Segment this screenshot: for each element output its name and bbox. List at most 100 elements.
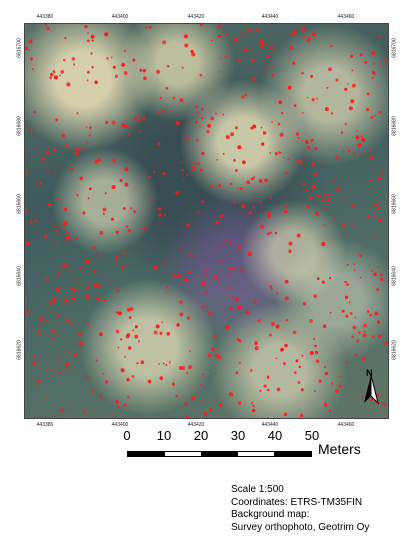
tree-marker [67,237,70,240]
tree-marker [229,241,233,245]
tree-marker [302,302,307,306]
tree-marker [257,319,261,323]
tree-marker [311,32,316,37]
tree-marker [54,224,57,228]
tree-marker [355,135,360,140]
tree-marker [119,179,123,182]
tree-marker [284,343,288,348]
background-label: Background map: [231,509,310,520]
tree-marker [127,133,131,136]
tree-marker [335,389,339,393]
tree-marker [60,408,64,413]
tree-marker [114,74,119,78]
tree-marker [340,131,344,134]
tree-marker [188,365,193,370]
tree-marker [36,379,41,384]
tree-marker [310,74,314,78]
y-tick-left-4: 6816640 [16,266,23,286]
tree-marker [163,260,167,264]
tree-marker [70,167,74,171]
tree-marker [321,280,325,284]
tree-marker [233,267,236,270]
tree-marker [115,260,118,263]
tree-marker [78,342,84,347]
tree-marker [63,207,68,212]
tree-marker [86,286,90,289]
tree-marker [363,323,367,328]
tree-marker [384,341,388,346]
tree-marker [266,64,269,67]
tree-marker [55,241,58,244]
tree-marker [57,197,60,200]
tree-marker [344,87,348,91]
tree-marker [373,202,378,207]
tree-marker [290,33,293,36]
tree-marker [350,54,354,58]
x-tick-top-2: 443400 [111,14,129,20]
tree-marker [246,180,251,185]
tree-marker [259,389,262,392]
tree-marker [197,211,200,214]
tree-marker [241,204,246,209]
tree-marker [92,269,96,273]
tree-marker [99,230,104,235]
y-tick-left-2: 6816680 [16,116,23,136]
tree-marker [52,70,56,74]
tree-marker [189,253,192,256]
tree-marker [306,39,310,43]
tree-marker [301,71,304,75]
tree-marker [184,43,189,48]
tree-marker [91,66,94,69]
tree-marker [362,357,366,361]
tree-marker [133,210,137,214]
tree-marker [155,324,160,329]
tree-marker [97,285,101,289]
tree-marker [195,120,198,124]
tree-marker [323,194,326,197]
tree-marker [183,34,188,39]
tree-marker [40,157,45,162]
tree-marker [150,198,153,201]
tree-marker [244,93,247,97]
tree-marker [254,341,258,345]
tree-marker [186,223,190,227]
tree-marker [196,139,199,142]
tree-marker [374,311,379,316]
tree-marker [136,362,139,365]
tree-marker [172,274,177,279]
tree-marker [210,39,213,42]
tree-marker [377,334,382,339]
tree-marker [46,150,50,154]
tree-marker [328,276,332,280]
scale-label-10: 10 [156,428,172,443]
tree-marker [56,272,60,275]
tree-marker [311,184,316,189]
tree-marker [255,28,259,32]
tree-marker [75,278,78,281]
tree-marker [373,235,376,238]
tree-marker [70,258,73,261]
tree-marker [50,329,54,333]
tree-marker [335,78,339,82]
tree-marker [222,113,225,116]
tree-marker [248,211,252,215]
tree-marker [323,366,326,369]
tree-marker [310,138,315,143]
tree-marker [181,247,184,250]
tree-marker [106,57,109,60]
tree-marker [51,369,54,373]
tree-marker [66,82,71,87]
tree-marker [26,241,31,246]
tree-marker [231,296,234,298]
tree-marker [372,335,375,338]
tree-marker [252,404,255,408]
tree-marker [205,291,209,295]
tree-marker [377,35,381,38]
x-tick-top-4: 443440 [261,14,279,20]
tree-marker [25,209,28,213]
scale-bar-segment [201,452,238,456]
tree-marker [289,46,293,50]
tree-marker [86,295,90,299]
scale-label-0: 0 [123,428,131,443]
tree-marker [350,99,355,104]
